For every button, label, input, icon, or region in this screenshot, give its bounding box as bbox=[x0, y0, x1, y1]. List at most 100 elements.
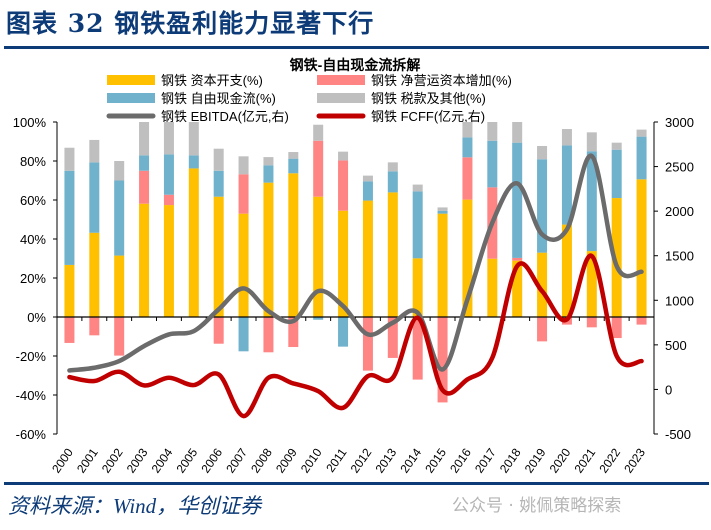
bar-segment bbox=[64, 170, 75, 265]
bar-segment bbox=[537, 159, 548, 253]
bar-segment bbox=[89, 317, 100, 336]
bar-segment bbox=[64, 264, 75, 317]
bar-segment bbox=[213, 170, 224, 197]
right-tick-label: 2500 bbox=[665, 160, 694, 175]
bar-segment bbox=[586, 317, 597, 328]
bar-segment bbox=[561, 224, 572, 317]
bar-segment bbox=[412, 184, 423, 192]
bar-segment bbox=[213, 148, 224, 171]
bar-segment bbox=[636, 136, 647, 180]
bar-segment bbox=[387, 317, 398, 358]
bar-segment bbox=[89, 232, 100, 317]
bar-segment bbox=[188, 122, 199, 156]
bar-segment bbox=[114, 180, 125, 256]
left-tick-label: -20% bbox=[16, 349, 47, 364]
bar-segment bbox=[636, 129, 647, 137]
bar-segment bbox=[263, 165, 274, 183]
bar-segment bbox=[512, 142, 523, 258]
x-tick-label: 2009 bbox=[273, 445, 300, 475]
watermark: 公众号 · 姚佩策略探索 bbox=[452, 496, 622, 516]
legend-label: 钢铁 自由现金流(%) bbox=[161, 91, 276, 106]
right-tick-label: 3000 bbox=[665, 115, 694, 130]
bar-segment bbox=[412, 258, 423, 317]
bar-segment bbox=[313, 124, 324, 141]
bar-segment bbox=[114, 317, 125, 356]
bar-segment bbox=[412, 191, 423, 259]
series-line bbox=[67, 253, 644, 419]
right-tick-label: 0 bbox=[665, 382, 672, 397]
bar-segment bbox=[188, 168, 199, 317]
bar-segment bbox=[338, 151, 349, 161]
x-tick-label: 2002 bbox=[99, 445, 126, 475]
bar-segment bbox=[313, 196, 324, 317]
bar-segment bbox=[338, 160, 349, 211]
bar-segment bbox=[561, 129, 572, 146]
bar-segment bbox=[288, 158, 299, 174]
bar-segment bbox=[611, 142, 622, 150]
top-rule bbox=[4, 46, 709, 49]
right-tick-label: 1500 bbox=[665, 249, 694, 264]
bar-segment bbox=[462, 199, 473, 317]
x-tick-label: 2014 bbox=[397, 445, 424, 475]
bar-segment bbox=[586, 251, 597, 317]
bar-segment bbox=[188, 155, 199, 169]
left-tick-label: 60% bbox=[20, 193, 46, 208]
bar-segment bbox=[437, 213, 448, 317]
x-tick-label: 2006 bbox=[198, 445, 225, 475]
bar-segment bbox=[163, 205, 174, 317]
bar-segment bbox=[64, 147, 75, 171]
legend-swatch bbox=[107, 93, 155, 103]
bar-segment bbox=[437, 317, 448, 403]
bar-segment bbox=[512, 260, 523, 317]
x-tick-label: 2005 bbox=[173, 445, 200, 475]
bar-segment bbox=[139, 122, 150, 156]
bar-segment bbox=[512, 122, 523, 143]
x-tick-label: 2019 bbox=[522, 445, 549, 475]
legend-swatch bbox=[317, 93, 365, 103]
bar-segment bbox=[288, 173, 299, 317]
bar-segment bbox=[537, 317, 548, 342]
bar-segment bbox=[462, 122, 473, 138]
bar-segment bbox=[263, 182, 274, 317]
bar-segment bbox=[462, 137, 473, 158]
left-tick-label: -60% bbox=[16, 427, 47, 442]
bar-segment bbox=[437, 210, 448, 214]
right-tick-label: 500 bbox=[665, 338, 687, 353]
x-tick-label: 2012 bbox=[348, 445, 375, 475]
left-tick-label: -40% bbox=[16, 388, 47, 403]
x-tick-label: 2001 bbox=[74, 445, 101, 475]
bar-segment bbox=[313, 140, 324, 197]
chart-title: 钢铁-自由现金流拆解 bbox=[290, 57, 421, 73]
figure-title: 图表 32 钢铁盈利能力显著下行 bbox=[6, 9, 375, 38]
bar-segment bbox=[387, 171, 398, 193]
bar-segment bbox=[64, 317, 75, 343]
x-tick-label: 2016 bbox=[447, 445, 474, 475]
x-tick-label: 2022 bbox=[596, 445, 623, 475]
bar-segment bbox=[89, 162, 100, 233]
x-tick-label: 2007 bbox=[223, 445, 250, 475]
x-tick-label: 2021 bbox=[571, 445, 598, 475]
left-tick-label: 100% bbox=[13, 115, 47, 130]
bar-segment bbox=[487, 122, 498, 141]
bar-segment bbox=[362, 181, 373, 201]
bar-segment bbox=[139, 203, 150, 317]
right-tick-label: 2000 bbox=[665, 204, 694, 219]
bar-segment bbox=[487, 258, 498, 317]
bar-segment bbox=[238, 317, 249, 352]
bar-segment bbox=[362, 175, 373, 182]
series-line bbox=[67, 153, 644, 373]
bar-segment bbox=[611, 149, 622, 199]
bar-segment bbox=[338, 210, 349, 317]
bar-segment bbox=[114, 255, 125, 317]
bar-segment bbox=[487, 140, 498, 188]
x-tick-label: 2023 bbox=[621, 445, 648, 475]
bar-segment bbox=[636, 317, 647, 325]
source-note: 资料来源：Wind，华创证券 bbox=[8, 494, 262, 518]
bar-segment bbox=[338, 317, 349, 347]
legend-label: 钢铁 税款及其他(%) bbox=[371, 91, 486, 106]
bar-segment bbox=[213, 196, 224, 317]
x-tick-label: 2015 bbox=[422, 445, 449, 475]
bar-segment bbox=[139, 155, 150, 171]
bar-segment bbox=[238, 156, 249, 175]
